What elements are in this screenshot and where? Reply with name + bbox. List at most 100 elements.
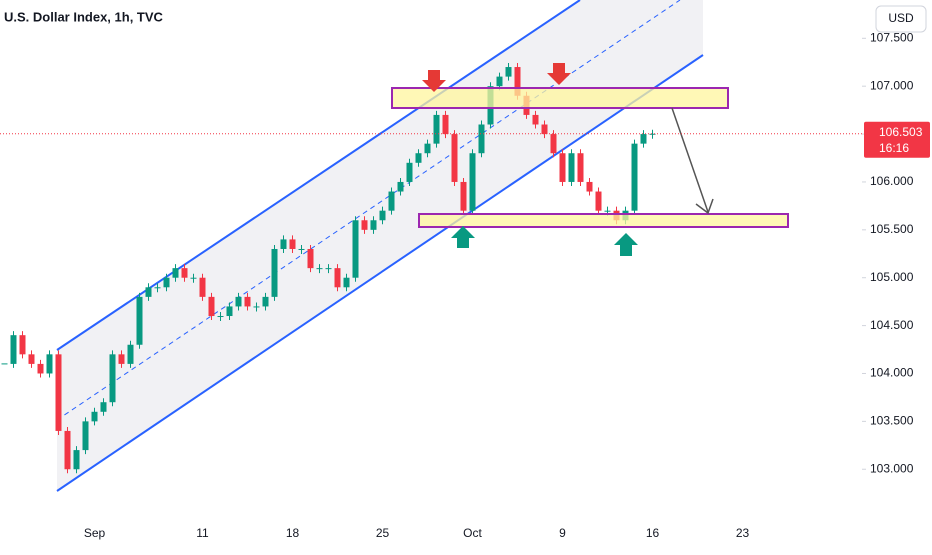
- x-tick-label: 11: [196, 526, 209, 540]
- candle: [586, 181, 593, 192]
- channel-upper: [56, 0, 581, 351]
- y-tick-label: 104.500: [870, 318, 914, 332]
- down-arrow: [547, 63, 571, 85]
- candle: [316, 268, 323, 270]
- candle: [127, 344, 134, 364]
- countdown-label: 16:16: [879, 141, 909, 155]
- candle: [28, 354, 35, 364]
- annotations: [391, 63, 789, 256]
- candle: [577, 153, 584, 182]
- candle: [604, 210, 611, 212]
- y-tick-label: 105.000: [870, 270, 914, 284]
- candle: [208, 296, 215, 317]
- candle: [172, 268, 179, 278]
- candle: [253, 306, 260, 308]
- candle: [343, 277, 350, 288]
- candle: [280, 239, 287, 249]
- candle: [415, 153, 422, 163]
- candle: [262, 296, 269, 307]
- candle: [37, 363, 44, 374]
- candle: [289, 239, 296, 249]
- candle: [136, 296, 143, 345]
- candle: [109, 354, 116, 403]
- currency-label[interactable]: USD: [888, 11, 914, 25]
- y-tick-label: 104.000: [870, 366, 914, 380]
- down-arrow: [422, 70, 446, 92]
- candle: [505, 67, 512, 77]
- candle: [307, 248, 314, 269]
- currency-button[interactable]: [875, 5, 927, 33]
- candle: [235, 296, 242, 307]
- candle: [478, 124, 485, 154]
- y-tick-label: 103.500: [870, 414, 914, 428]
- candle: [325, 268, 332, 270]
- chart-title: U.S. Dollar Index, 1h, TVC: [4, 9, 164, 24]
- candle: [100, 402, 107, 412]
- candle: [190, 277, 197, 279]
- candle: [631, 143, 638, 211]
- y-tick-label: 107.000: [870, 78, 914, 92]
- last-price-tag: [864, 121, 930, 158]
- candle: [271, 248, 278, 297]
- candle: [1, 363, 8, 365]
- candle: [73, 450, 80, 470]
- candle: [298, 248, 305, 250]
- candle: [334, 268, 341, 288]
- y-tick-label: 107.500: [870, 30, 914, 44]
- candle: [217, 316, 224, 318]
- candle: [145, 287, 152, 297]
- candle: [163, 277, 170, 288]
- support-zone: [418, 213, 789, 228]
- candle: [91, 411, 98, 422]
- y-tick-label: 105.500: [870, 222, 914, 236]
- candle: [370, 220, 377, 230]
- candle: [361, 220, 368, 230]
- y-tick-label: 106.000: [870, 174, 914, 188]
- resistance-zone: [391, 87, 729, 109]
- candle: [442, 114, 449, 135]
- candle: [451, 134, 458, 182]
- candle: [226, 306, 233, 317]
- candle: [550, 134, 557, 154]
- projection-arrow: [671, 107, 709, 213]
- x-tick-label: Oct: [463, 526, 482, 540]
- candle: [181, 268, 188, 278]
- candle: [514, 67, 521, 96]
- candle: [55, 354, 62, 431]
- channel-lower: [56, 54, 704, 492]
- candle: [469, 153, 476, 211]
- x-tick-label: Sep: [84, 526, 106, 540]
- candle: [244, 296, 251, 307]
- candle: [397, 181, 404, 192]
- candle: [496, 76, 503, 87]
- x-tick-label: 25: [376, 526, 390, 540]
- x-tick-label: 16: [646, 526, 660, 540]
- candle: [19, 335, 26, 355]
- candle: [388, 191, 395, 211]
- channel-fill: [57, 0, 703, 491]
- candle: [433, 114, 440, 144]
- candle: [82, 421, 89, 451]
- y-tick-label: 103.000: [870, 461, 914, 475]
- x-tick-label: 23: [736, 526, 750, 540]
- candle: [352, 220, 359, 278]
- candle: [532, 114, 539, 125]
- x-tick-label: 18: [286, 526, 300, 540]
- candle: [379, 210, 386, 221]
- projection-arrowhead: [695, 198, 714, 215]
- candle: [154, 287, 161, 289]
- candle: [406, 162, 413, 182]
- drawings: [56, 0, 704, 492]
- candle: [64, 430, 71, 470]
- candle: [424, 143, 431, 154]
- candle: [595, 191, 602, 211]
- candle: [46, 354, 53, 374]
- candle: [10, 335, 17, 364]
- up-arrow: [614, 233, 638, 256]
- candle: [199, 277, 206, 297]
- up-arrow: [451, 226, 475, 248]
- candle: [559, 153, 566, 182]
- candle: [640, 134, 647, 144]
- candle: [460, 181, 467, 211]
